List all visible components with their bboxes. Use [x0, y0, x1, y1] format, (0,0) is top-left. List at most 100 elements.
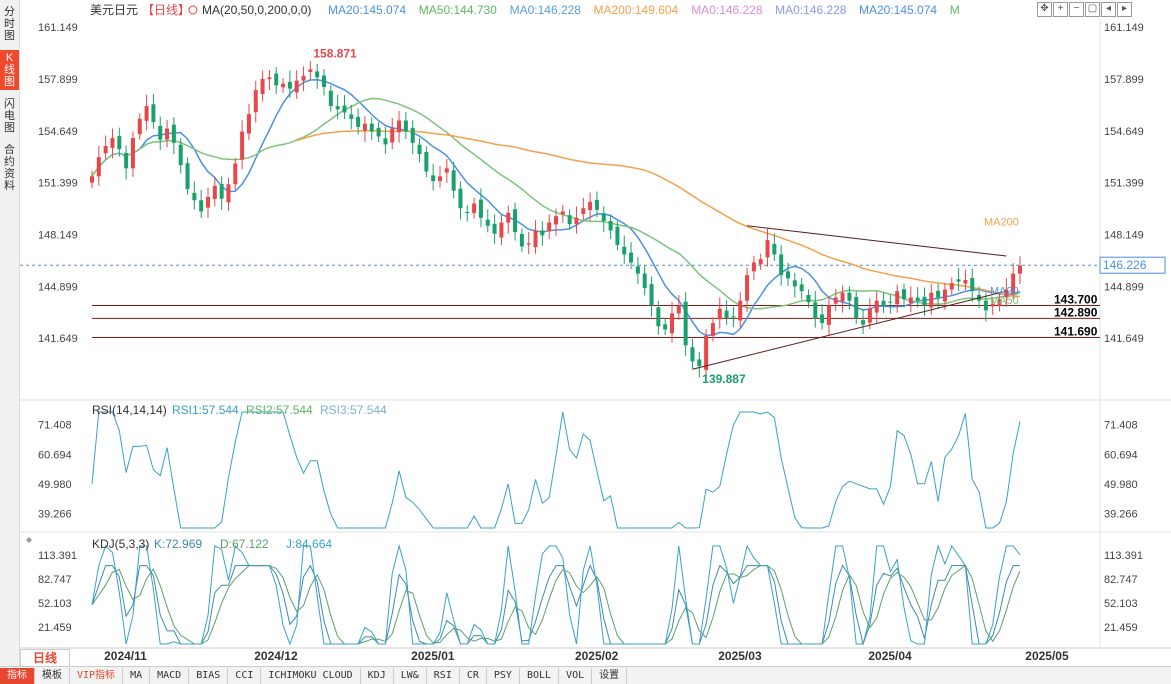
candle-body [90, 176, 94, 183]
candle-body [240, 131, 245, 160]
candle-body [260, 79, 265, 95]
indicator-tab-10[interactable]: RSI [427, 667, 460, 684]
candle-body [294, 80, 299, 93]
ma-config-label: MA(20,50,0,200,0,0) [202, 3, 311, 17]
indicator-tab-4[interactable]: MACD [150, 667, 190, 684]
sidebar-tab-0[interactable]: 分时图 [4, 6, 15, 42]
rsi-tick-left: 71.408 [38, 420, 72, 432]
indicator-tab-7[interactable]: ICHIMOKU CLOUD [261, 667, 361, 684]
kdj-label: KDJ(5,3,3) [92, 537, 149, 551]
candle-body [281, 83, 286, 88]
candle-body [820, 314, 825, 324]
candle-body [424, 152, 429, 172]
candle-body [601, 213, 606, 221]
candle-body [751, 262, 756, 272]
candle-body [854, 296, 859, 319]
next-icon[interactable]: ▸ [1117, 2, 1132, 17]
candle-body [833, 297, 838, 304]
indicator-tab-12[interactable]: PSY [487, 667, 520, 684]
indicator-tab-0[interactable]: 指标 [0, 667, 35, 684]
candle-body [246, 114, 251, 134]
level-label: 141.690 [1054, 325, 1098, 339]
candle-body [526, 243, 531, 245]
period-button[interactable]: 日线 [20, 649, 70, 668]
indicator-tab-13[interactable]: BOLL [520, 667, 560, 684]
candle-body [383, 138, 388, 145]
time-tick: 2025/02 [575, 649, 619, 663]
candle-body [670, 313, 674, 334]
kdj-value: D:67.122 [220, 537, 269, 551]
candle-body [444, 168, 449, 173]
candle-body [908, 297, 913, 303]
prev-icon[interactable]: ◂ [1101, 2, 1116, 17]
candle-body [1011, 273, 1016, 294]
candle-body [997, 299, 1002, 306]
price-tick: 161.149 [1104, 22, 1144, 34]
kdj-tick: 113.391 [1104, 550, 1143, 562]
candle-body [704, 335, 709, 370]
candle-body [949, 283, 954, 290]
kdj-value: J:84.664 [286, 537, 332, 551]
candle-body [881, 300, 886, 306]
candle-body [451, 170, 456, 191]
indicator-tab-9[interactable]: LW& [394, 667, 427, 684]
move-icon[interactable]: ✥ [1037, 2, 1052, 17]
candle-body [151, 104, 156, 123]
candle-body [806, 294, 811, 303]
candle-body [540, 230, 545, 236]
candle-body [560, 211, 565, 215]
candle-body [867, 308, 872, 323]
candle-body [663, 324, 668, 330]
candle-body [219, 183, 224, 199]
candle-body [840, 292, 845, 302]
candle-body [608, 220, 613, 231]
price-tick: 141.649 [1104, 333, 1144, 345]
indicator-tab-15[interactable]: 设置 [592, 667, 628, 684]
candle-body [697, 359, 702, 367]
zoom-out-icon[interactable]: − [1069, 2, 1084, 17]
candle-body [547, 222, 552, 232]
candle-body [403, 120, 408, 132]
indicator-tab-6[interactable]: CCI [228, 667, 262, 684]
candle-body [629, 252, 634, 263]
indicator-tab-1[interactable]: 模板 [35, 667, 70, 684]
indicator-tab-14[interactable]: VOL [559, 667, 593, 684]
zoom-in-icon[interactable]: + [1053, 2, 1068, 17]
indicator-tab-3[interactable]: MA [123, 667, 151, 684]
indicator-tab-8[interactable]: KDJ [361, 667, 394, 684]
candle-body [826, 305, 831, 325]
sidebar-tab-3[interactable]: 合约资料 [4, 144, 15, 192]
price-tick: 151.399 [1104, 178, 1144, 190]
sidebar-tab-2[interactable]: 闪电图 [4, 98, 15, 134]
indicator-tab-2[interactable]: VIP指标 [70, 667, 124, 684]
indicator-tab-11[interactable]: CR [460, 667, 487, 684]
time-tick: 2024/12 [254, 649, 298, 663]
rsi-label: RSI(14,14,14) [92, 403, 167, 417]
candle-body [745, 275, 750, 301]
candle-body [130, 138, 135, 169]
candle-body [1004, 289, 1009, 298]
ma-value: MA20:145.074 [328, 3, 406, 17]
candle-body [199, 200, 204, 212]
ma-value: MA50:144.730 [419, 3, 497, 17]
price-tick-left: 148.149 [38, 230, 78, 242]
indicator-tab-5[interactable]: BIAS [189, 667, 229, 684]
fit-icon[interactable]: ▢ [1085, 2, 1100, 17]
candle-body [376, 127, 381, 137]
candle-body [717, 308, 722, 320]
low-label: 139.887 [702, 372, 746, 386]
kdj-line-2 [91, 544, 1021, 646]
candle-body [369, 123, 374, 132]
candle-body [253, 90, 258, 113]
support-trendline [692, 290, 1007, 370]
current-price-box [1099, 256, 1166, 274]
candle-body [970, 278, 975, 292]
rsi-tick: 71.408 [1104, 420, 1138, 432]
ma-value: MA0:146.228 [691, 3, 763, 17]
candle-body [212, 185, 217, 199]
ma-value: MA200:149.604 [594, 3, 679, 17]
kdj-line-1 [91, 564, 1021, 645]
